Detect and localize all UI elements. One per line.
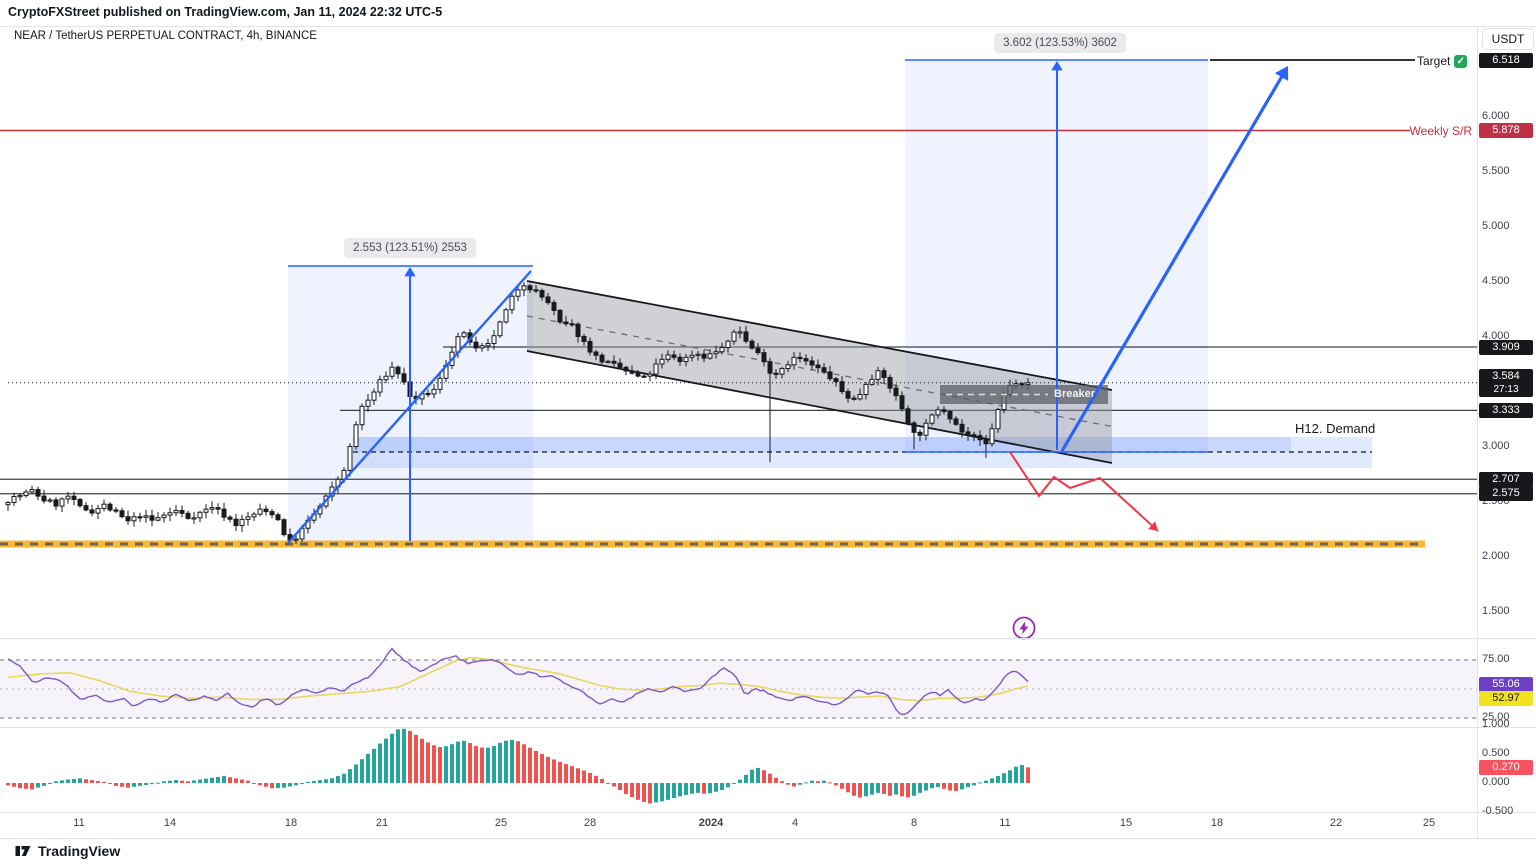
measurement-label-1[interactable]: 2.553 (123.51%) 2553	[344, 238, 476, 258]
currency-toggle-button[interactable]: USDT	[1482, 28, 1534, 50]
chart-top-border	[0, 26, 1536, 27]
price-tick-label: -0.500	[1482, 805, 1514, 817]
tradingview-logo[interactable]: TradingView	[14, 842, 120, 860]
price-tick-label: 5.500	[1482, 165, 1510, 177]
demand-zone-label: H12. Demand	[1295, 421, 1376, 436]
price-tick-label: 5.000	[1482, 220, 1510, 232]
candlestick-series	[5, 282, 1031, 544]
time-axis-border	[0, 812, 1536, 813]
price-tick-label: 4.000	[1482, 330, 1510, 342]
time-tick-label: 18	[1210, 817, 1224, 829]
price-tick-label: 3.000	[1482, 440, 1510, 452]
price-tick-label: 1.000	[1482, 718, 1510, 730]
price-label-pill: 2.707	[1479, 471, 1533, 487]
price-axis-border	[1477, 26, 1478, 838]
pane-separator-osc[interactable]	[0, 727, 1536, 728]
tradingview-logo-icon	[15, 846, 31, 856]
time-tick-label: 2024	[698, 817, 724, 829]
price-tick-label: 4.500	[1482, 275, 1510, 287]
time-tick-label: 22	[1329, 817, 1343, 829]
price-tick-label: 0.000	[1482, 776, 1510, 788]
price-tick-label: 2.000	[1482, 550, 1510, 562]
price-label-pill: 3.909	[1479, 339, 1533, 355]
blue-projection-drawings[interactable]	[287, 59, 1289, 544]
time-tick-label: 14	[163, 817, 177, 829]
rsi-ma-line	[7, 656, 1029, 702]
rsi-pane	[0, 647, 1477, 719]
price-tick-label: 6.000	[1482, 110, 1510, 122]
time-tick-label: 18	[284, 817, 298, 829]
orange-support-band[interactable]	[0, 540, 1425, 548]
price-label-pill: 55.06	[1479, 677, 1533, 692]
price-label-pill: 2.575	[1479, 486, 1533, 502]
time-tick-label: 8	[910, 817, 918, 829]
price-label-pill: 52.97	[1479, 691, 1533, 706]
time-tick-label: 28	[583, 817, 597, 829]
price-label-pill: 3.584 27:13	[1479, 369, 1533, 398]
tradingview-logo-text: TradingView	[38, 843, 121, 859]
pane-separator-rsi[interactable]	[0, 638, 1536, 639]
time-tick-label: 11	[73, 817, 85, 829]
price-tick-label: 0.500	[1482, 747, 1510, 759]
rsi-line	[7, 647, 1029, 716]
weekly-sr-label: Weekly S/R	[1409, 124, 1472, 138]
breaker-zone-label: Breaker	[1054, 388, 1095, 400]
target-label: Target ✓	[1417, 54, 1468, 68]
price-tick-label: 75.00	[1482, 653, 1510, 665]
red-projection-path[interactable]	[1009, 451, 1159, 532]
price-label-pill: 0.270	[1479, 760, 1533, 775]
price-level-lines[interactable]	[0, 59, 1477, 495]
price-tick-label: 25.00	[1482, 711, 1510, 723]
target-label-text: Target	[1417, 54, 1451, 68]
measurement-zones[interactable]	[288, 60, 1208, 543]
chart-bottom-border	[0, 838, 1536, 839]
time-tick-label: 25	[1422, 817, 1436, 829]
price-label-pill: 3.333	[1479, 402, 1533, 418]
attribution-text: CryptoFXStreet published on TradingView.…	[8, 5, 443, 19]
oscillator-pane	[6, 728, 1030, 804]
symbol-title: NEAR / TetherUS PERPETUAL CONTRACT, 4h, …	[14, 30, 317, 42]
price-tick-label: 1.500	[1482, 605, 1510, 617]
breaker-zone[interactable]	[940, 385, 1108, 404]
time-tick-label: 21	[375, 817, 389, 829]
time-tick-label: 25	[494, 817, 508, 829]
time-tick-label: 4	[791, 817, 799, 829]
check-mark-icon: ✓	[1454, 54, 1468, 68]
price-label-pill: 6.518	[1479, 52, 1533, 68]
measurement-label-2[interactable]: 3.602 (123.53%) 3602	[994, 33, 1126, 53]
time-tick-label: 11	[999, 817, 1011, 829]
time-tick-label: 15	[1119, 817, 1133, 829]
lightning-icon[interactable]	[1012, 616, 1036, 640]
price-label-pill: 5.878	[1479, 122, 1533, 138]
